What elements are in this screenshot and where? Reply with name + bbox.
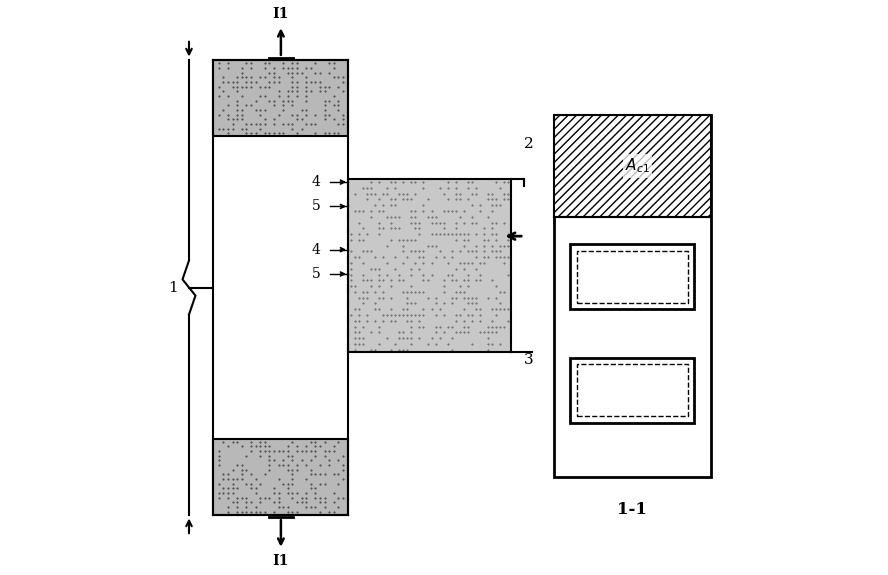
- Text: 1: 1: [168, 281, 178, 294]
- Bar: [554, 114, 710, 217]
- Bar: [570, 358, 694, 423]
- Bar: [213, 60, 348, 136]
- Bar: [570, 244, 694, 309]
- Bar: [576, 364, 688, 416]
- Text: 3: 3: [524, 354, 534, 367]
- Bar: [554, 114, 710, 477]
- Bar: [348, 179, 511, 352]
- Text: $A_{c1}$: $A_{c1}$: [625, 156, 650, 175]
- Bar: [213, 439, 348, 515]
- Text: 5: 5: [312, 267, 321, 281]
- Text: 1-1: 1-1: [617, 501, 647, 518]
- Text: I1: I1: [273, 554, 289, 568]
- Text: I1: I1: [273, 7, 289, 21]
- Bar: [576, 251, 688, 302]
- Text: 4: 4: [312, 243, 321, 256]
- Text: 4: 4: [312, 175, 321, 189]
- Text: 2: 2: [524, 137, 534, 151]
- Text: 5: 5: [312, 200, 321, 213]
- Bar: [213, 60, 348, 136]
- Bar: [213, 439, 348, 515]
